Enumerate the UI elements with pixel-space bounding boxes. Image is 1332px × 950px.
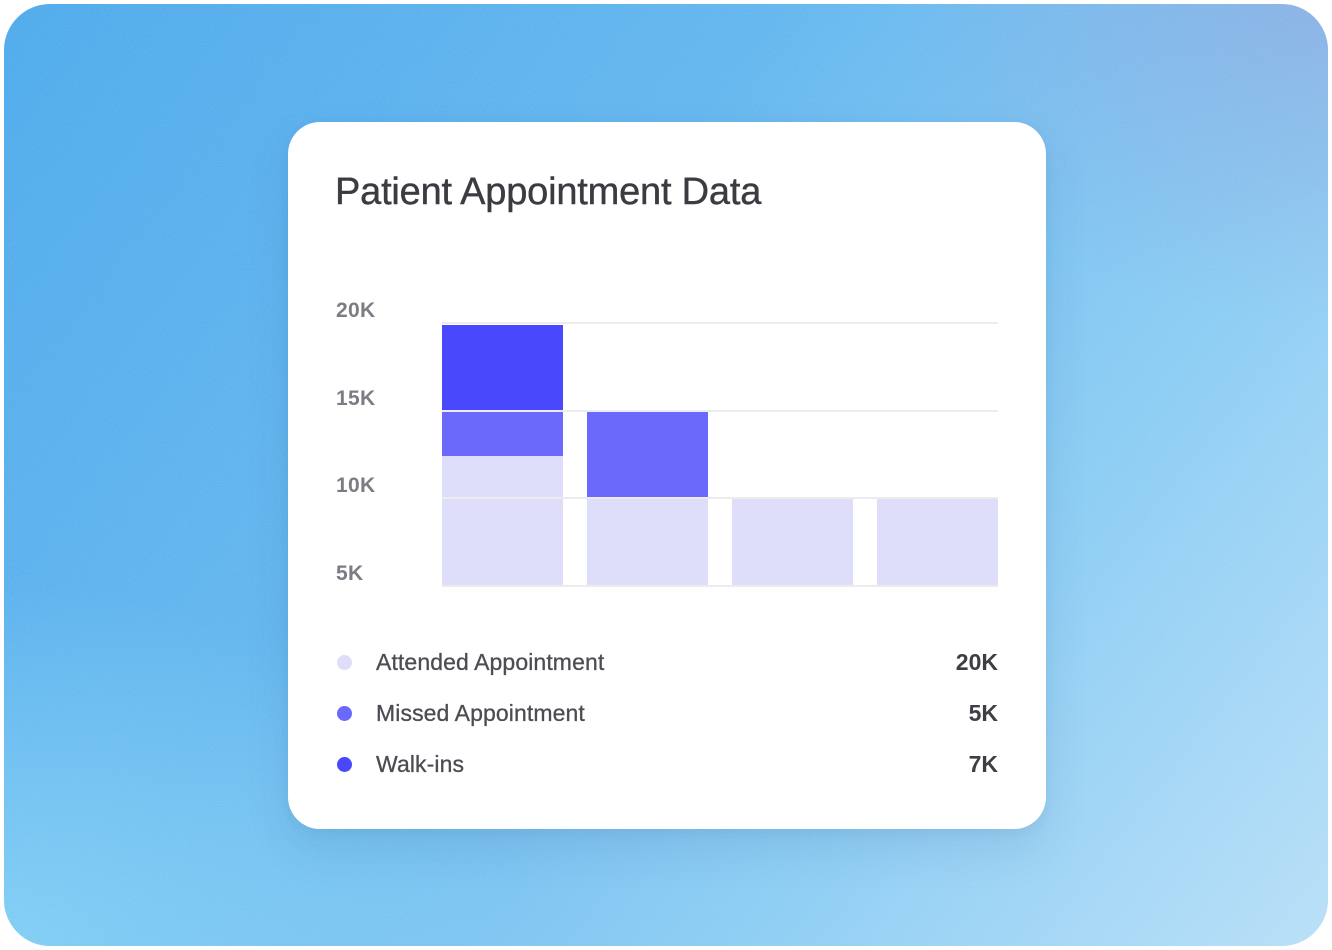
appointment-bar-chart: 20K 15K 10K 5K [288,122,1046,829]
legend-swatch-walk-ins [337,756,352,772]
legend-label: Attended Appointment [376,648,605,675]
bar-2-segment-missed-appointment [587,412,708,500]
gridline-5k [442,585,998,587]
bar-1-segment-missed-appointment [442,410,563,457]
legend-value: 5K [968,699,998,726]
chart-legend: Attended Appointment 20K Missed Appointmen… [336,644,998,797]
legend-label: Walk-ins [376,750,465,777]
legend-item-walk-ins: Walk-ins 7K [336,746,998,782]
legend-label: Missed Appointment [376,699,585,726]
bar-1-segment-walk-ins [442,324,563,411]
legend-item-missed-appointment: Missed Appointment 5K [336,695,998,731]
gridline-15k [442,409,998,412]
bar-1-segment-attended-appointment [442,456,563,586]
legend-value: 7K [968,750,998,777]
gridline-20k [442,322,998,324]
y-tick-5k: 5K [336,562,364,585]
y-tick-10k: 10K [336,474,376,498]
legend-item-attended-appointment: Attended Appointment 20K [336,644,998,680]
legend-value: 20K [955,648,998,675]
bar-4-segment-attended-appointment [877,499,998,586]
bar-2-segment-attended-appointment [587,499,708,586]
legend-swatch-attended-appointment [337,654,352,670]
bar-3-segment-attended-appointment [732,499,853,586]
patient-appointment-card: Patient Appointment Data 20K 15K 10K 5K Att… [288,122,1046,829]
y-tick-20k: 20K [336,299,376,322]
card-title: Patient Appointment Data [335,171,762,213]
y-tick-15k: 15K [336,386,376,410]
legend-swatch-missed-appointment [337,705,352,721]
gridline-10k [442,497,998,500]
